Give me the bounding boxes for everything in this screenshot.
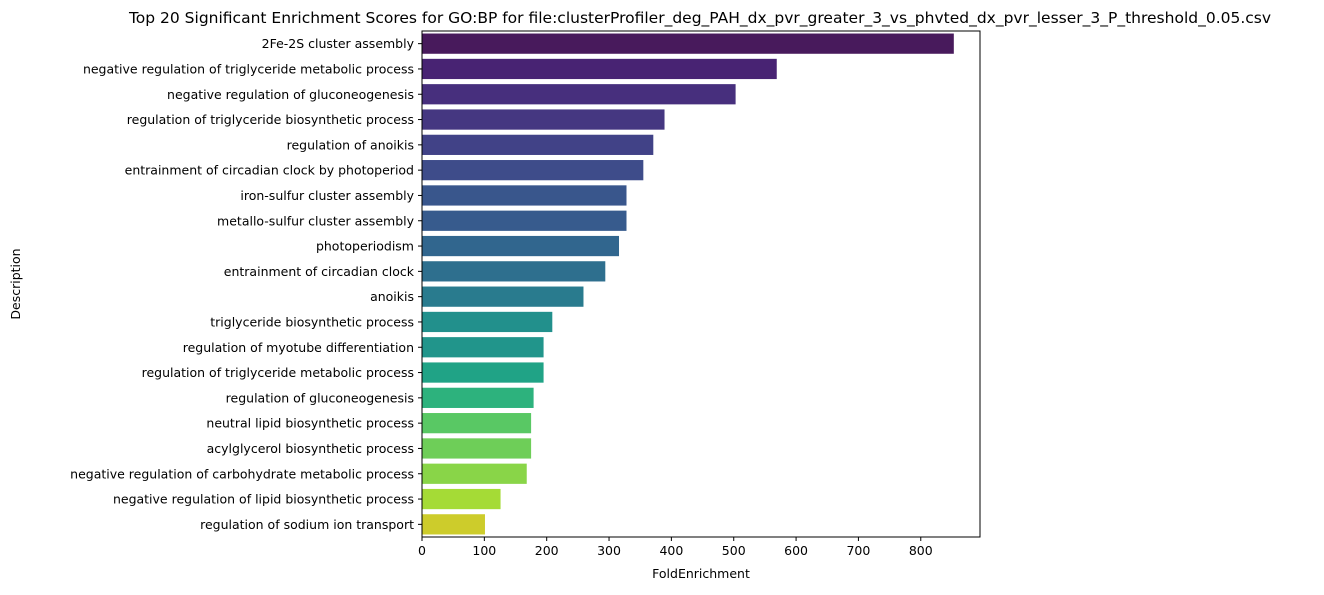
- bar: [422, 58, 777, 80]
- bar: [422, 235, 620, 257]
- bar: [422, 387, 534, 408]
- bar: [422, 311, 553, 333]
- bar: [422, 286, 584, 307]
- chart-title: Top 20 Significant Enrichment Scores for…: [128, 9, 1271, 28]
- bar: [422, 362, 544, 383]
- bar: [422, 160, 644, 181]
- bar: [422, 185, 627, 206]
- y-tick-label: anoikis: [370, 289, 414, 304]
- y-tick-label: negative regulation of gluconeogenesis: [167, 87, 414, 102]
- y-tick-label: photoperiodism: [316, 239, 414, 254]
- bar: [422, 210, 627, 231]
- bars-group: [422, 33, 954, 535]
- x-tick-label: 600: [784, 543, 808, 558]
- x-tick-label: 400: [659, 543, 683, 558]
- bar: [422, 413, 532, 434]
- bar: [422, 84, 736, 105]
- x-tick-label: 0: [418, 543, 426, 558]
- y-tick-label: acylglycerol biosynthetic process: [207, 441, 414, 456]
- bar: [422, 337, 544, 358]
- y-tick-label: regulation of triglyceride biosynthetic …: [127, 112, 414, 127]
- bar: [422, 134, 654, 155]
- x-tick-label: 700: [846, 543, 870, 558]
- y-tick-label: neutral lipid biosynthetic process: [206, 416, 414, 431]
- y-tick-label: regulation of anoikis: [287, 137, 414, 152]
- y-tick-label: metallo-sulfur cluster assembly: [217, 213, 415, 228]
- y-tick-label: negative regulation of triglyceride meta…: [83, 61, 414, 76]
- y-tick-label: regulation of myotube differentiation: [183, 340, 414, 355]
- y-tick-label: regulation of sodium ion transport: [200, 517, 414, 532]
- y-tick-label: negative regulation of carbohydrate meta…: [70, 466, 414, 481]
- bar: [422, 33, 954, 54]
- bar: [422, 438, 532, 459]
- bar: [422, 463, 527, 484]
- bar: [422, 488, 501, 510]
- x-tick-group: 0 100 200 300 400 500 600 700 800: [418, 537, 933, 558]
- y-tick-label: negative regulation of lipid biosyntheti…: [113, 492, 414, 507]
- x-tick-label: 800: [909, 543, 933, 558]
- bar: [422, 514, 485, 535]
- y-tick-label: entrainment of circadian clock: [224, 264, 415, 279]
- y-tick-label: 2Fe-2S cluster assembly: [262, 36, 415, 51]
- x-axis-label: FoldEnrichment: [652, 566, 750, 581]
- plot-frame: [421, 30, 981, 538]
- x-tick-label: 100: [472, 543, 496, 558]
- x-tick-label: 200: [535, 543, 559, 558]
- y-tick-label: entrainment of circadian clock by photop…: [125, 163, 414, 178]
- y-axis-label: Description: [8, 248, 23, 319]
- x-tick-label: 300: [597, 543, 621, 558]
- bar: [422, 109, 665, 130]
- y-tick-label: triglyceride biosynthetic process: [210, 314, 414, 329]
- x-tick-label: 500: [722, 543, 746, 558]
- bar: [422, 261, 606, 282]
- y-tick-label: regulation of gluconeogenesis: [226, 390, 414, 405]
- y-tick-group: 2Fe-2S cluster assembly negative regulati…: [70, 36, 422, 532]
- y-tick-label: iron-sulfur cluster assembly: [240, 188, 414, 203]
- y-tick-label: regulation of triglyceride metabolic pro…: [142, 365, 414, 380]
